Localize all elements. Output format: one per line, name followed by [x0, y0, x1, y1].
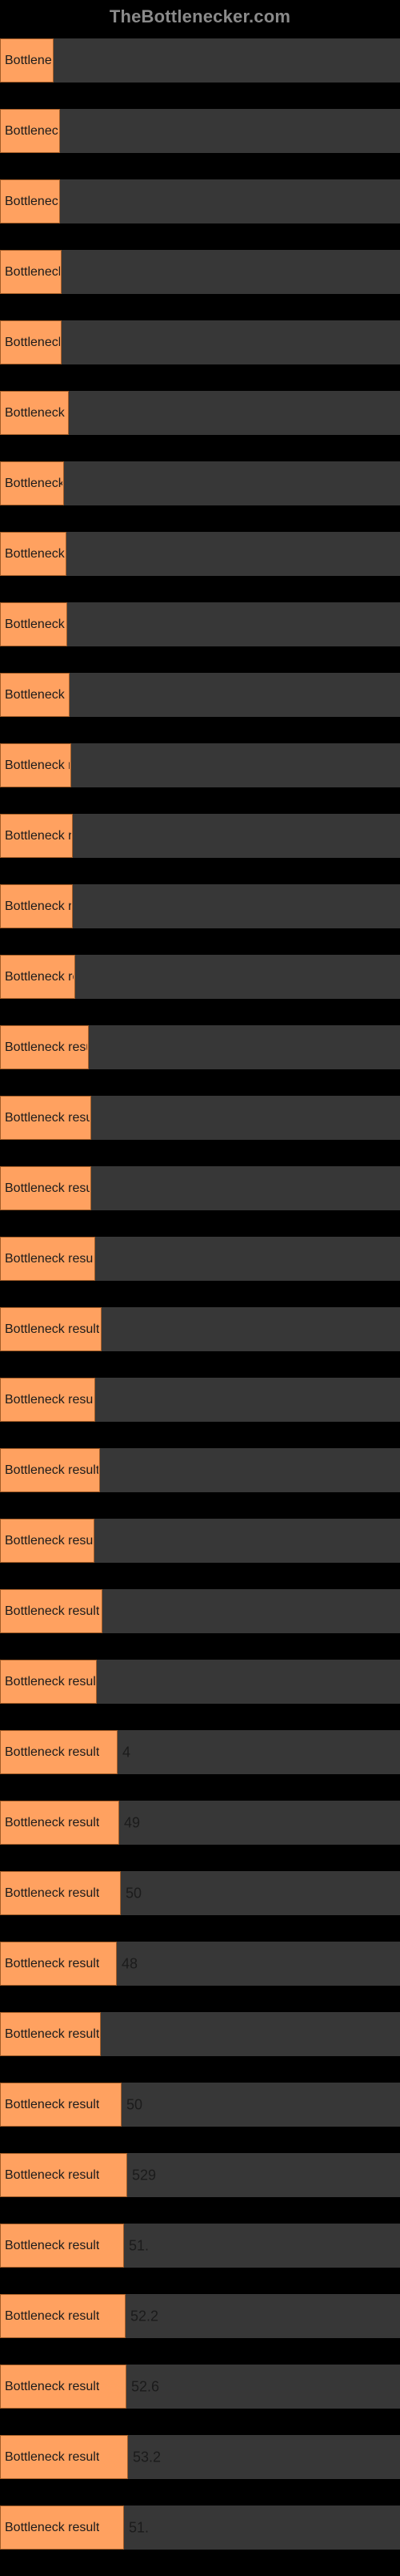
bar-label: Bottleneck re [5, 618, 66, 632]
bar-value: 529 [132, 2167, 156, 2184]
bar-label: Bottleneck res [5, 900, 71, 914]
chart-row[interactable]: Bottleneck re [0, 673, 400, 717]
chart-row[interactable]: Bottleneck result 51. [0, 2506, 400, 2550]
chart-row[interactable]: Bottleneck res [0, 884, 400, 928]
bar-value: 51. [129, 2519, 149, 2536]
bar-label: Bottleneck result [5, 1111, 90, 1125]
chart-row[interactable]: Bottleneck result 50 [0, 1871, 400, 1915]
bar-value: 48 [122, 1955, 138, 1972]
chart-row[interactable]: Bottleneck re [0, 391, 400, 435]
chart-row[interactable]: Bottleneck result [0, 1025, 400, 1069]
chart-row[interactable]: Bottleneck result 53.2 [0, 2435, 400, 2479]
chart-row[interactable]: Bottleneck resu [0, 955, 400, 999]
bar-value: 50 [126, 2096, 142, 2113]
site-header-link[interactable]: TheBottlenecker.com [0, 0, 400, 38]
bar-value: 49 [124, 1814, 140, 1831]
bar-value: 53.2 [133, 2449, 161, 2465]
bar-label: Bottleneck result [5, 2521, 99, 2535]
chart-row[interactable]: Bottleneck result [0, 1378, 400, 1422]
chart-row[interactable]: Bottleneck res [0, 743, 400, 787]
chart-row[interactable]: Bottleneck [0, 109, 400, 153]
bar-label: Bottleneck result [5, 1040, 87, 1055]
bar-label: Bottleneck result [5, 1745, 99, 1760]
chart-row[interactable]: Bottleneck result [0, 1237, 400, 1281]
bar-label: Bottleneck r [5, 265, 60, 280]
bar-label: Bottleneck [5, 124, 58, 139]
bar-label: Bottleneck result [5, 1393, 94, 1407]
chart-row[interactable]: Bottleneck result 4 [0, 1730, 400, 1774]
bar-label: Bottleneck result [5, 2239, 99, 2253]
bottleneck-bar-chart: Bottlene Bottleneck Bottleneck Bottleneck r… [0, 38, 400, 2550]
chart-row[interactable]: Bottleneck r [0, 461, 400, 505]
bar-label: Bottleneck res [5, 759, 70, 773]
chart-row[interactable]: Bottleneck result [0, 1307, 400, 1351]
chart-row[interactable]: Bottleneck [0, 320, 400, 364]
bar-value: 51. [129, 2237, 149, 2254]
chart-row[interactable]: Bottlene [0, 38, 400, 83]
bar-label: Bottleneck result [5, 2168, 99, 2183]
bar-label: Bottleneck result [5, 1181, 90, 1196]
bar-value: 50 [126, 1885, 142, 1902]
bar-label: Bottleneck result [5, 1957, 99, 1971]
chart-row[interactable]: Bottleneck result 52.2 [0, 2294, 400, 2338]
bar-label: Bottleneck result [5, 1322, 99, 1337]
bar-label: Bottleneck result [5, 1816, 99, 1830]
bar-label: Bottleneck re [5, 406, 67, 421]
chart-row[interactable]: Bottleneck result [0, 1519, 400, 1563]
bar-value: 52.2 [130, 2308, 158, 2324]
bar-label: Bottleneck result [5, 2450, 99, 2465]
bar-label: Bottleneck result [5, 1252, 94, 1266]
bar-label: Bottleneck re [5, 688, 68, 702]
bar-label: Bottleneck r [5, 477, 62, 491]
chart-row[interactable]: Bottleneck result [0, 2012, 400, 2056]
bar-label: Bottleneck result [5, 1604, 99, 1619]
chart-row[interactable]: Bottleneck result 52.6 [0, 2365, 400, 2409]
chart-row[interactable]: Bottleneck result 48 [0, 1942, 400, 1986]
bar-value: 52.6 [131, 2378, 159, 2395]
bar-label: Bottleneck result [5, 2309, 99, 2324]
chart-row[interactable]: Bottleneck result [0, 1660, 400, 1704]
bar-label: Bottleneck result [5, 2380, 99, 2394]
bar-label: Bottleneck result [5, 1675, 95, 1689]
chart-row[interactable]: Bottleneck re [0, 602, 400, 646]
chart-row[interactable]: Bottleneck [0, 179, 400, 223]
bar-label: Bottleneck res [5, 829, 71, 843]
chart-row[interactable]: Bottleneck result 529 [0, 2153, 400, 2197]
chart-row[interactable]: Bottleneck result 51. [0, 2224, 400, 2268]
bar-label: Bottleneck result [5, 2027, 99, 2042]
chart-row[interactable]: Bottleneck result [0, 1448, 400, 1492]
bar-label: Bottleneck result [5, 1534, 93, 1548]
bar-label: Bottlene [5, 54, 52, 68]
bar-label: Bottleneck [5, 195, 58, 209]
chart-row[interactable]: Bottleneck result 50 [0, 2083, 400, 2127]
chart-row[interactable]: Bottleneck result [0, 1589, 400, 1633]
bar-label: Bottleneck r [5, 547, 65, 561]
chart-row[interactable]: Bottleneck result 49 [0, 1801, 400, 1845]
chart-row[interactable]: Bottleneck r [0, 250, 400, 294]
chart-row[interactable]: Bottleneck res [0, 814, 400, 858]
bar-label: Bottleneck result [5, 1463, 98, 1478]
chart-row[interactable]: Bottleneck result [0, 1166, 400, 1210]
bar-value: 4 [122, 1744, 130, 1761]
bar-label: Bottleneck [5, 336, 60, 350]
bar-label: Bottleneck result [5, 1886, 99, 1901]
bar-label: Bottleneck result [5, 2098, 99, 2112]
chart-row[interactable]: Bottleneck result [0, 1096, 400, 1140]
chart-row[interactable]: Bottleneck r [0, 532, 400, 576]
bar-label: Bottleneck resu [5, 970, 74, 984]
